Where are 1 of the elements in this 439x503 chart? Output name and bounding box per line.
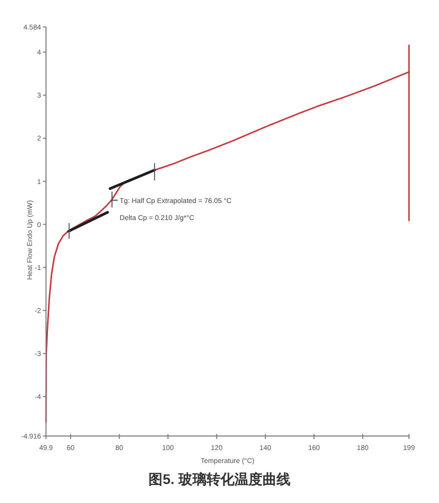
caption: 图5. 玻璃转化温度曲线 bbox=[148, 471, 290, 487]
